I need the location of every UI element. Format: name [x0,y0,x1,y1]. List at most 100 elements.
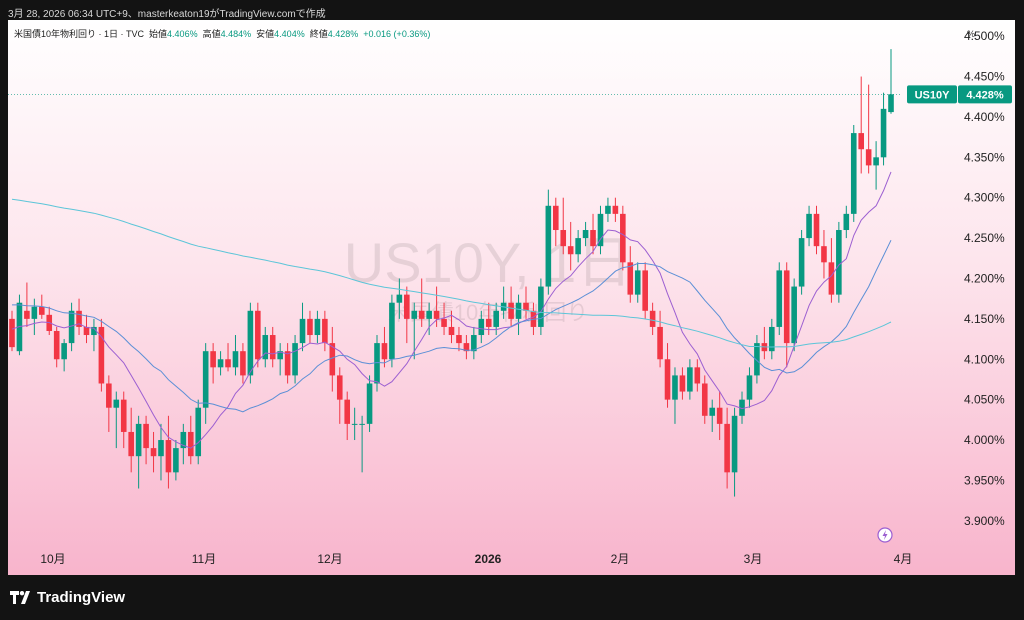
candle-body [746,375,753,400]
candle-body [508,302,514,319]
x-tick-label: 4月 [894,552,913,566]
candle-body [336,375,343,400]
x-tick-label: 10月 [40,552,65,566]
candle-body [210,351,216,368]
candle-body [135,423,142,457]
candle-body [679,375,686,392]
candle-body [120,399,127,432]
candle-body [471,335,477,352]
lightning-icon [877,527,893,543]
candle-body [68,310,75,344]
candle-body [158,440,164,457]
candle-body [173,448,179,473]
candle-body [701,383,708,416]
y-tick-label: 4.450% [964,70,1005,84]
legend-symbol: 米国債10年物利回り · 1日 · TVC [14,29,145,39]
candlestick-chart[interactable]: US10Y, 1日米国債10年物利回り4.500%4.450%4.400%4.3… [8,20,1015,575]
candle-body [582,230,589,239]
candle-body [672,375,678,400]
legend-close-label: 終値 [309,29,328,39]
candle-body [813,213,820,247]
candle-body [366,383,373,424]
y-tick-label: 4.500% [964,29,1005,43]
candles-group [9,49,894,497]
candle-body [873,157,879,166]
candle-body [128,431,134,457]
candle-body [515,302,522,319]
candle-body [225,359,231,368]
candle-body [418,310,425,319]
candle-body [61,343,67,360]
candle-body [806,213,812,239]
candle-body [284,351,291,376]
legend-low: 4.404% [274,29,305,39]
candle-body [828,262,835,295]
x-tick-label: 3月 [744,552,763,566]
candle-body [485,318,492,327]
candle-body [24,310,30,319]
candle-body [836,230,842,295]
candle-body [493,310,499,327]
tradingview-logo-icon [10,591,30,604]
candle-body [634,270,641,295]
y-tick-label: 4.200% [964,271,1005,285]
ma-mid-line [12,239,892,413]
candle-body [798,238,805,287]
symbol-legend: 米国債10年物利回り · 1日 · TVC 始値4.406% 高値4.484% … [14,27,430,40]
candle-body [217,359,224,368]
candle-body [426,310,432,319]
legend-open: 4.406% [167,29,198,39]
y-tick-label: 4.300% [964,191,1005,205]
candle-body [821,246,827,263]
candle-body [865,149,872,166]
candle-body [567,246,574,255]
candle-body [791,286,797,344]
candle-body [329,343,336,376]
ma-slow-line [11,198,892,348]
candle-body [262,335,269,360]
candle-body [523,302,529,311]
candle-body [195,407,202,457]
candle-body [627,262,634,295]
candle-body [202,351,209,408]
legend-high: 4.484% [220,29,252,39]
watermark-symbol: US10Y, 1日 [344,231,632,294]
candle-body [180,431,187,449]
percent-unit: % [966,29,975,39]
candle-body [91,326,97,336]
candle-body [605,205,611,214]
candle-body [612,205,619,214]
candle-body [344,399,351,424]
candle-body [880,108,887,158]
x-tick-label: 12月 [317,552,342,566]
candle-body [552,205,559,231]
ma-fast-line [11,171,892,449]
y-tick-label: 4.350% [964,150,1005,164]
candle-body [53,330,60,360]
candle-body [255,310,261,360]
lightning-icon-bolt [882,530,888,540]
candle-body [113,399,120,408]
x-tick-label: 11月 [192,552,216,566]
candle-body [247,310,254,376]
candle-body [739,399,745,416]
candle-body [9,318,15,348]
tradingview-logo[interactable]: TradingView [10,589,125,606]
candle-body [404,294,410,319]
candle-body [776,270,783,327]
candle-body [411,310,418,319]
candle-body [150,448,157,457]
legend-change: +0.016 (+0.36%) [363,29,431,39]
y-tick-label: 3.900% [964,514,1005,528]
candle-body [240,351,246,376]
candle-body [143,423,149,449]
y-tick-label: 4.000% [964,433,1005,447]
candle-body [359,423,365,425]
candle-body [783,270,790,344]
candle-body [322,318,328,344]
candle-body [187,431,194,457]
y-tick-label: 3.950% [964,473,1005,487]
chart-caption: 3月 28, 2026 06:34 UTC+9、masterkeaton19がT… [8,9,326,20]
chart-pane[interactable]: US10Y, 1日 米国債10年物利回り 4.500% 4.450% 4.400% 4.3… [8,20,1015,575]
candle-body [620,213,626,263]
